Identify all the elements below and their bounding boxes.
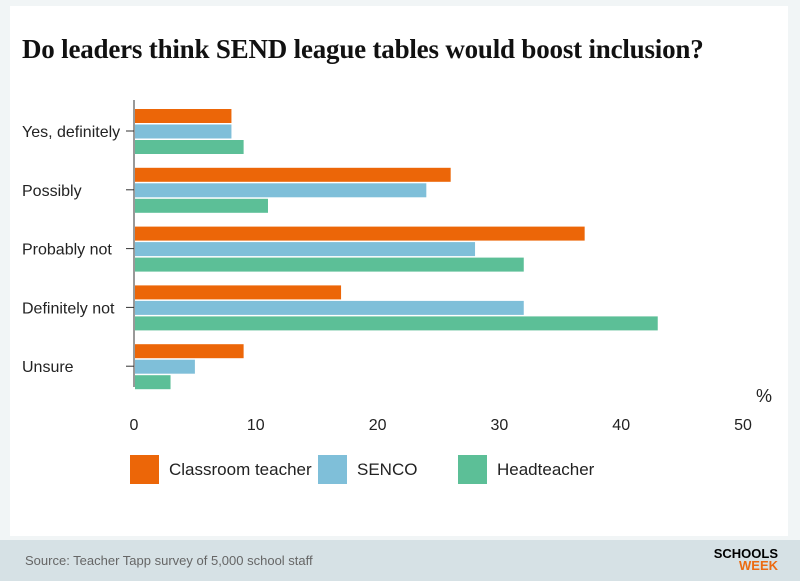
bar-senco <box>135 183 427 198</box>
bar-headteacher <box>135 257 524 272</box>
bar-senco <box>135 300 524 315</box>
x-tick-label: 10 <box>247 417 265 434</box>
category-label: Possibly <box>22 183 82 200</box>
bar-headteacher <box>135 375 171 390</box>
logo-bottom: WEEK <box>739 558 778 573</box>
x-tick-label: 40 <box>612 417 630 434</box>
bar-classroom-teacher <box>135 285 342 300</box>
legend-swatch <box>458 455 487 484</box>
bar-classroom-teacher <box>135 344 244 359</box>
category-label: Probably not <box>22 242 112 259</box>
bar-headteacher <box>135 198 268 213</box>
legend-label: Headteacher <box>497 460 595 479</box>
bar-senco <box>135 359 195 374</box>
bar-classroom-teacher <box>135 226 585 241</box>
source-note: Source: Teacher Tapp survey of 5,000 sch… <box>25 553 313 568</box>
category-label: Yes, definitely <box>22 124 120 141</box>
bar-chart: Yes, definitely Possibly Probably not Defin… <box>22 100 772 484</box>
category-label: Unsure <box>22 359 74 376</box>
x-axis-unit: % <box>756 386 772 406</box>
chart-title: Do leaders think SEND league tables woul… <box>22 34 704 64</box>
schools-week-logo: SCHOOLS WEEK <box>713 546 778 573</box>
logo-top: SCHOOLS <box>713 546 778 561</box>
x-tick-label: 30 <box>491 417 509 434</box>
bar-senco <box>135 124 232 139</box>
category-label: Definitely not <box>22 300 115 317</box>
bar-headteacher <box>135 316 658 331</box>
legend-swatch <box>130 455 159 484</box>
bar-classroom-teacher <box>135 109 232 123</box>
x-tick-label: 0 <box>130 417 139 434</box>
legend-label: Classroom teacher <box>169 460 312 479</box>
legend-label: SENCO <box>357 460 417 479</box>
legend-swatch <box>318 455 347 484</box>
x-tick-label: 20 <box>369 417 387 434</box>
x-tick-label: 50 <box>734 417 752 434</box>
bar-headteacher <box>135 140 244 154</box>
footer: Source: Teacher Tapp survey of 5,000 sch… <box>0 540 800 581</box>
bar-classroom-teacher <box>135 167 451 182</box>
bar-senco <box>135 242 476 257</box>
